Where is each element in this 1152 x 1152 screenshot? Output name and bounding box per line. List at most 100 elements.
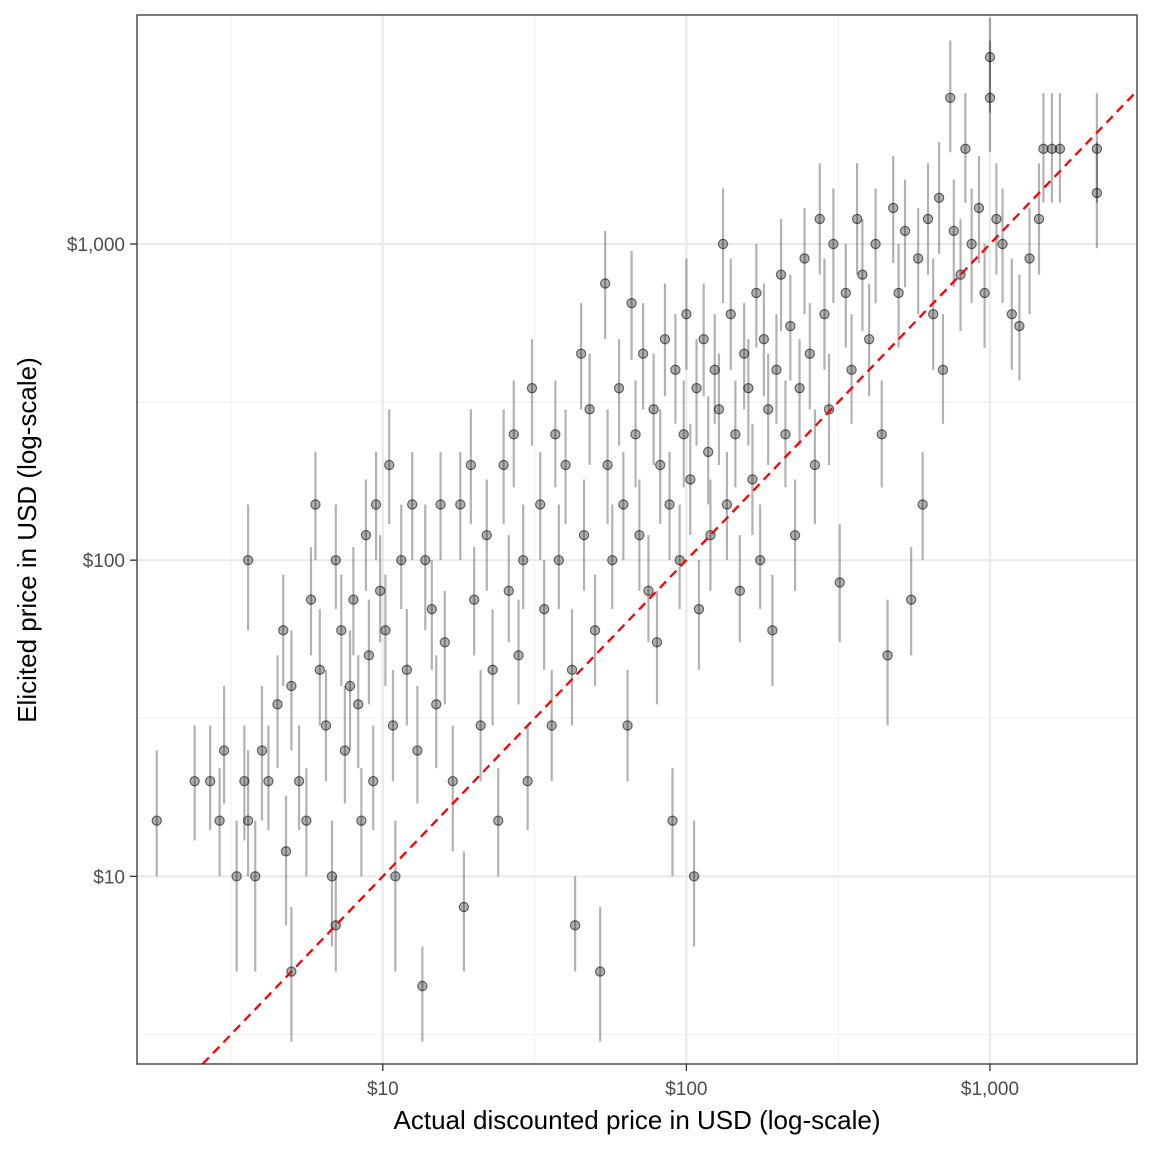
- data-point: [214, 815, 225, 826]
- data-point: [387, 720, 399, 731]
- data-point: [280, 846, 292, 857]
- data-point: [659, 333, 671, 345]
- data-point: [468, 594, 480, 605]
- data-point: [584, 404, 595, 415]
- data-point: [819, 308, 830, 320]
- data-point: [301, 815, 312, 826]
- x-axis-title: Actual discounted price in USD (log-scal…: [394, 1105, 881, 1135]
- data-point: [613, 382, 625, 394]
- x-tick-label: $10: [367, 1079, 399, 1100]
- data-point: [937, 364, 949, 376]
- data-point: [882, 650, 893, 661]
- data-point: [1014, 320, 1025, 332]
- data-point: [863, 333, 875, 345]
- data-point: [933, 192, 945, 203]
- data-point: [314, 664, 325, 676]
- data-point: [767, 625, 778, 636]
- data-point: [420, 554, 431, 566]
- data-point: [481, 529, 492, 541]
- data-point: [945, 92, 956, 104]
- data-point: [709, 364, 720, 376]
- x-tick-label: $100: [665, 1079, 707, 1100]
- data-point: [691, 382, 702, 394]
- data-point: [1091, 187, 1103, 199]
- data-point: [339, 745, 351, 756]
- data-point: [721, 499, 733, 510]
- data-point: [678, 429, 689, 440]
- data-point: [607, 554, 618, 566]
- data-point: [743, 382, 754, 394]
- data-point: [575, 348, 587, 359]
- data-point: [648, 404, 659, 415]
- data-point: [390, 871, 401, 882]
- data-point: [738, 348, 750, 359]
- data-point: [685, 474, 696, 485]
- data-point: [204, 775, 216, 787]
- data-point: [455, 499, 466, 510]
- data-point: [396, 554, 407, 566]
- data-point: [840, 287, 851, 299]
- data-point: [747, 474, 758, 485]
- data-point: [278, 625, 289, 636]
- data-point: [487, 664, 498, 676]
- y-tick-label: $1,000: [67, 235, 125, 256]
- data-point: [522, 775, 533, 787]
- data-point: [569, 920, 581, 931]
- data-point: [1091, 143, 1103, 155]
- data-point: [804, 348, 816, 359]
- data-point: [439, 637, 450, 648]
- data-point: [380, 625, 391, 636]
- data-point: [799, 253, 810, 264]
- data-point: [336, 625, 347, 636]
- data-point: [370, 499, 382, 510]
- data-point: [431, 699, 442, 710]
- data-point: [493, 815, 504, 826]
- data-point: [754, 554, 766, 566]
- data-point: [578, 529, 590, 541]
- data-point: [758, 333, 770, 345]
- data-point: [503, 585, 514, 597]
- data-point: [374, 585, 386, 597]
- data-point: [363, 650, 375, 661]
- data-point: [330, 554, 341, 566]
- data-point: [526, 382, 538, 394]
- data-point: [780, 429, 791, 440]
- error-bars: [155, 17, 1098, 1042]
- data-point: [272, 699, 283, 710]
- data-point: [401, 664, 413, 676]
- data-point: [655, 459, 666, 471]
- data-point: [242, 554, 254, 566]
- data-point: [794, 382, 805, 394]
- data-point: [876, 429, 887, 440]
- data-point: [458, 901, 470, 913]
- data-point: [899, 225, 911, 237]
- data-point: [725, 308, 736, 320]
- data-point: [218, 745, 230, 756]
- data-point: [834, 577, 845, 588]
- data-point: [785, 320, 796, 332]
- data-point: [846, 364, 857, 376]
- data-point: [664, 499, 675, 510]
- data-point: [517, 554, 529, 566]
- data-point: [927, 308, 939, 320]
- data-point: [242, 815, 254, 826]
- grid-minor: [137, 15, 1137, 1064]
- data-point: [991, 213, 1002, 225]
- data-point: [713, 404, 725, 415]
- data-point: [717, 238, 729, 250]
- data-point: [643, 585, 654, 597]
- data-point: [637, 348, 649, 359]
- data-point: [513, 650, 524, 661]
- data-point: [1046, 143, 1058, 155]
- data-point: [151, 815, 162, 826]
- data-point: [535, 499, 546, 510]
- data-point: [538, 603, 550, 615]
- data-point: [730, 429, 741, 440]
- data-point: [293, 775, 305, 787]
- data-point: [384, 459, 395, 471]
- data-point: [870, 238, 881, 250]
- data-point: [857, 269, 868, 280]
- data-point: [622, 720, 633, 731]
- data-point: [417, 980, 428, 992]
- data-point: [1024, 253, 1035, 264]
